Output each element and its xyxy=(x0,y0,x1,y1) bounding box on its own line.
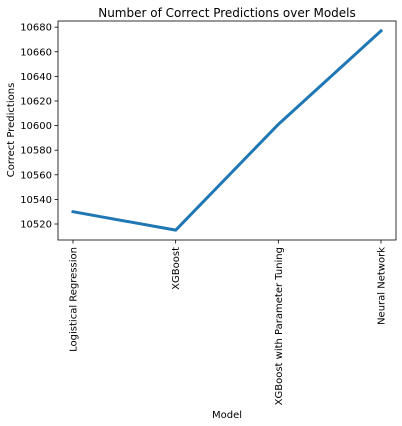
plot-area: 10520 10540 10560 10580 10600 10620 10640 10660… xyxy=(20,20,397,405)
x-axis: Logistical Regression XGBoost XGBoost with… xyxy=(69,240,388,405)
plot-frame xyxy=(57,20,397,241)
y-axis-label: Correct Predictions xyxy=(6,83,17,178)
y-tick-label: 10580 xyxy=(20,146,52,157)
y-tick-label: 10520 xyxy=(20,220,52,231)
chart-title: Number of Correct Predictions over Model… xyxy=(98,6,356,20)
y-tick-label: 10660 xyxy=(20,47,52,58)
x-tick-label: XGBoost with Parameter Tuning xyxy=(274,247,285,405)
y-tick-label: 10620 xyxy=(20,96,52,107)
series-line xyxy=(71,28,384,232)
x-tick-label: Logistical Regression xyxy=(69,247,80,352)
y-axis: 10520 10540 10560 10580 10600 10620 10640 10660… xyxy=(20,23,58,231)
y-tick-label: 10680 xyxy=(20,23,52,34)
x-axis-label: Model xyxy=(212,410,242,421)
x-tick-label: Neural Network xyxy=(377,247,388,325)
y-tick-label: 10640 xyxy=(20,72,52,83)
series-group xyxy=(71,28,384,232)
x-tick-label: XGBoost xyxy=(171,247,182,290)
y-tick-label: 10600 xyxy=(20,121,52,132)
y-tick-label: 10540 xyxy=(20,195,52,206)
y-tick-label: 10560 xyxy=(20,170,52,181)
